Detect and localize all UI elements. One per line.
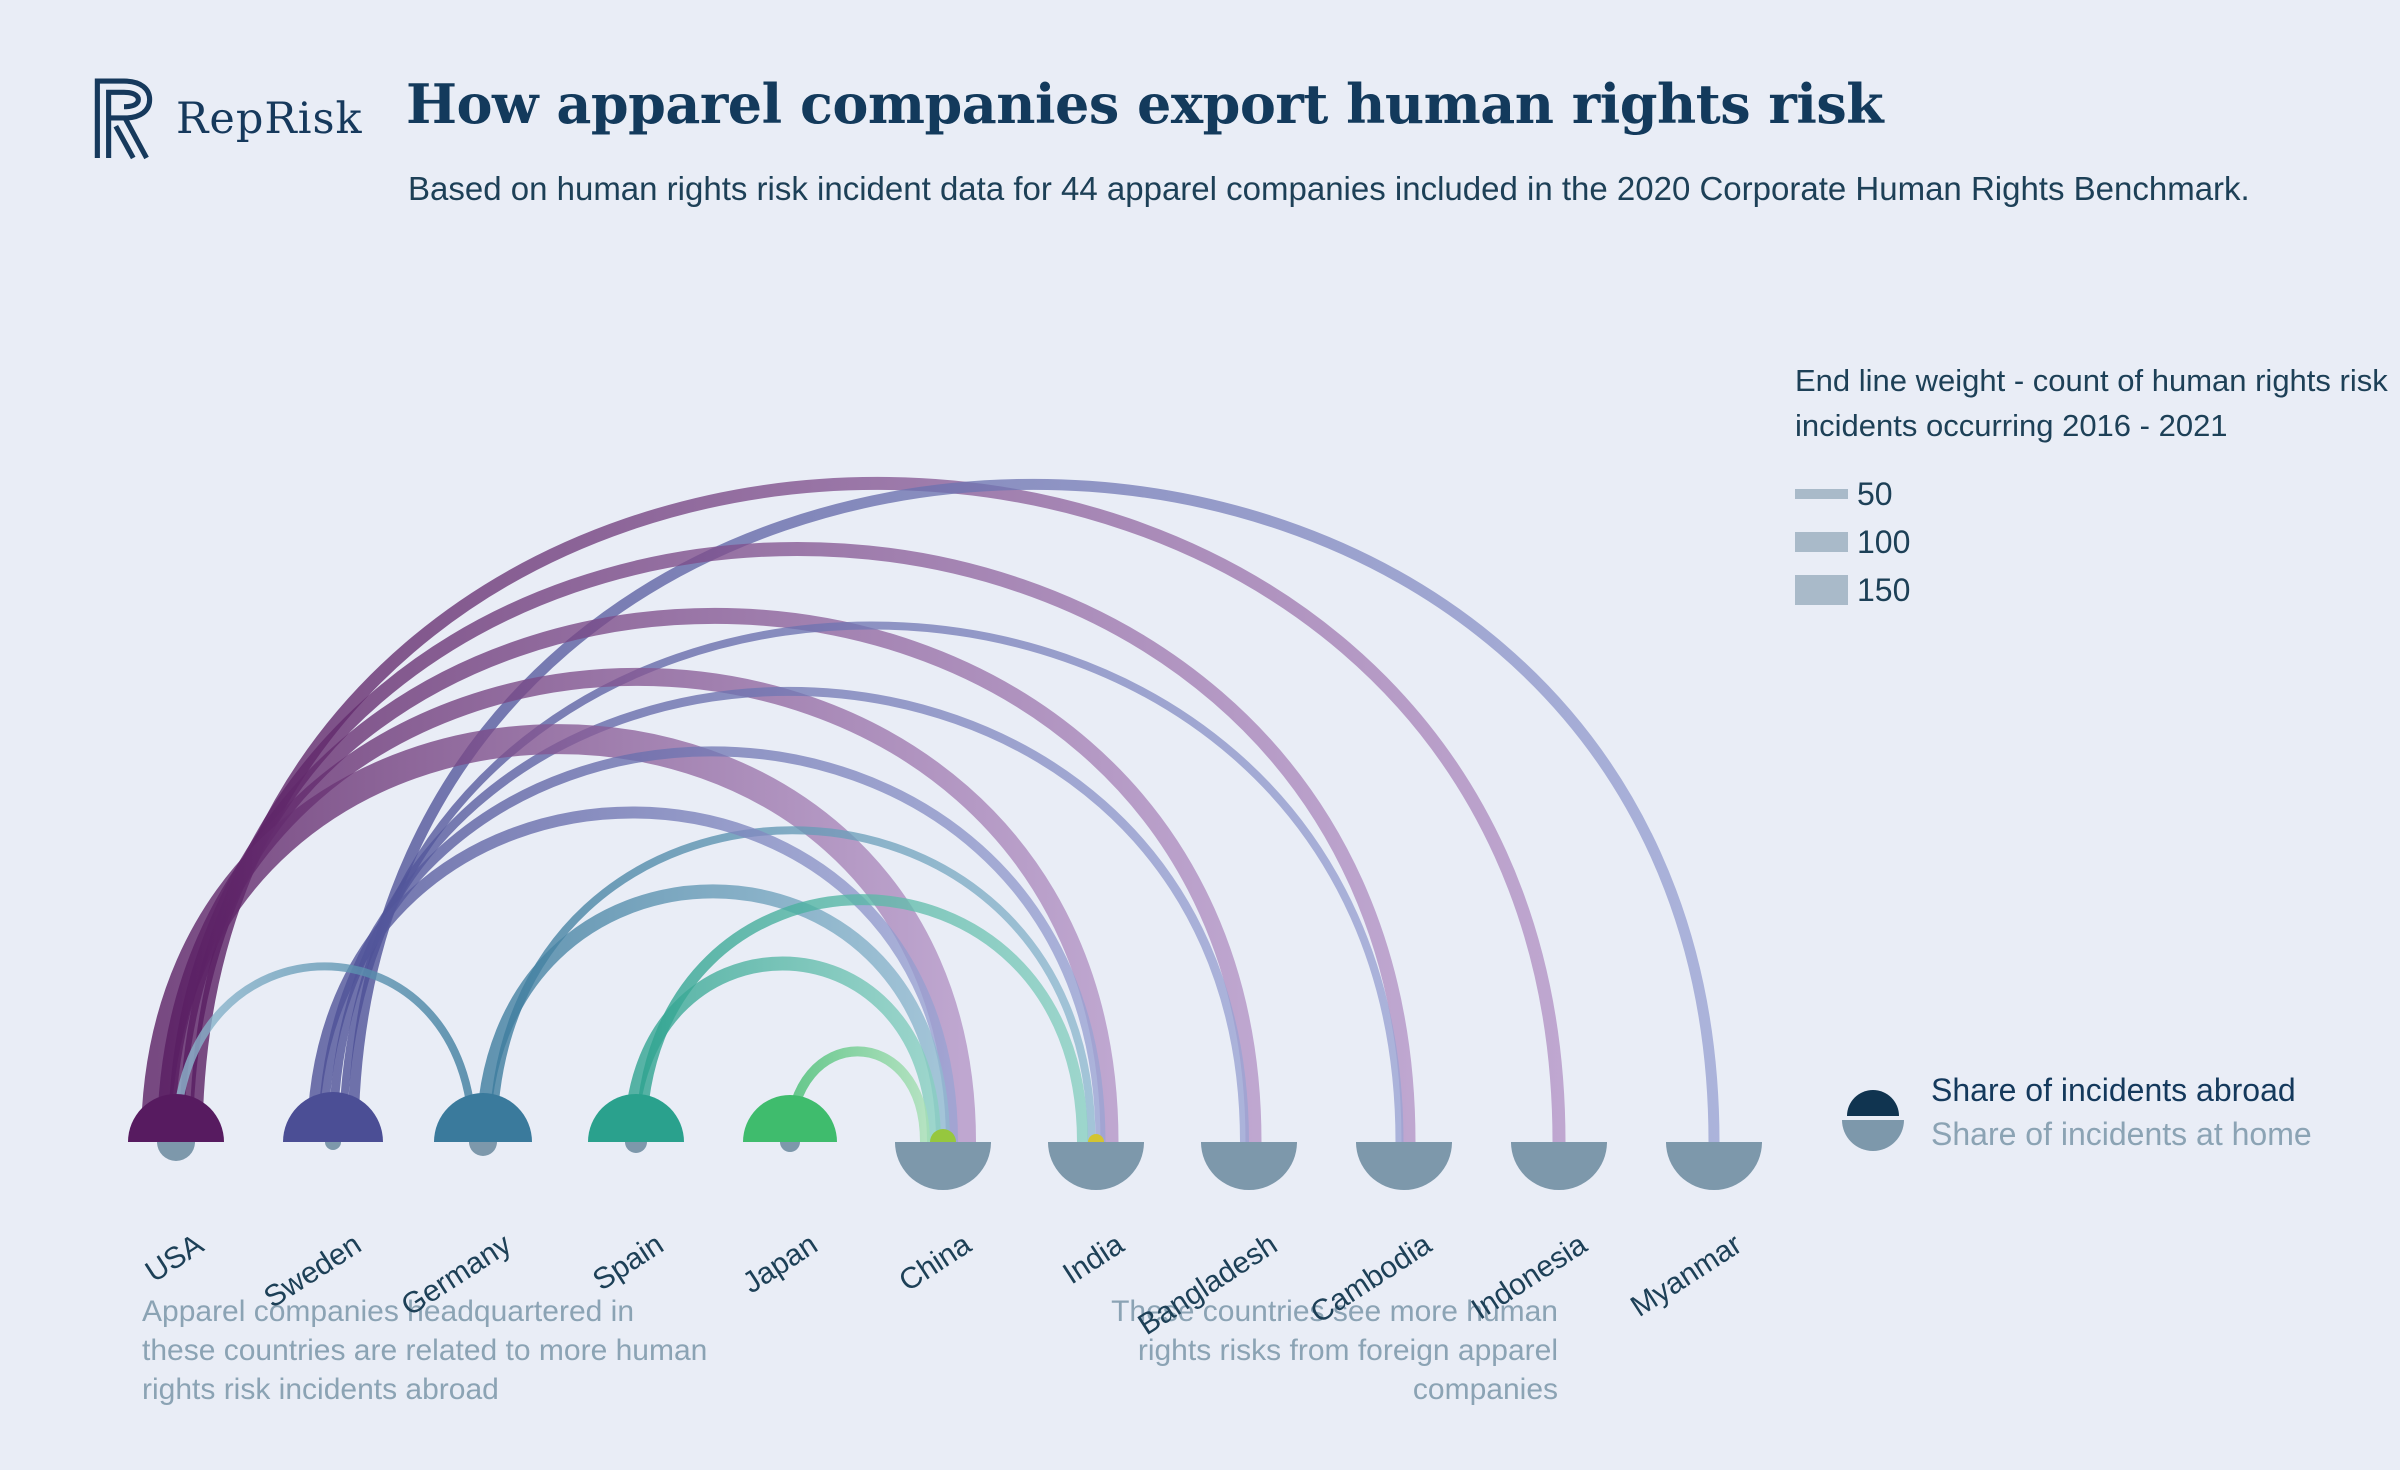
legend-bar-50-label: 50	[1857, 475, 1893, 512]
node-home-Cambodia	[1356, 1142, 1452, 1190]
brand-name: RepRisk	[176, 94, 363, 144]
arc-Spain-to-China	[624, 956, 941, 1143]
node-abroad-USA	[128, 1094, 224, 1142]
arc-Germany-to-USA	[172, 962, 477, 1143]
line-weight-legend-title: End line weight - count of human rights …	[1795, 363, 2388, 443]
legend-bar-150-label: 150	[1857, 571, 1911, 608]
share-home-label: Share of incidents at home	[1931, 1116, 2312, 1152]
arc-Sweden-to-China	[307, 806, 958, 1143]
arc-USA-to-Indonesia	[189, 476, 1566, 1143]
arc-USA-to-China	[141, 724, 976, 1143]
node-home-Germany	[469, 1142, 497, 1156]
line-weight-legend-rows: 50 100 150	[1795, 470, 2395, 614]
arc-Spain-to-India	[635, 894, 1088, 1143]
node-home-Sweden	[325, 1142, 341, 1150]
arc-Sweden-to-Myanmar	[347, 478, 1720, 1143]
legend-bar-50-swatch	[1795, 489, 1848, 499]
node-home-Bangladesh	[1201, 1142, 1297, 1190]
node-home-Indonesia	[1511, 1142, 1607, 1190]
annotation-destination-countries: These countries see more human rights ri…	[1111, 1295, 1558, 1406]
share-legend: Share of incidents abroad Share of incid…	[1833, 1068, 2312, 1162]
reprisk-logo-icon	[94, 78, 153, 160]
node-abroad-India	[1088, 1134, 1104, 1142]
share-icon-home-half	[1842, 1120, 1904, 1151]
node-abroad-Japan	[743, 1095, 837, 1142]
share-abroad-label: Share of incidents abroad	[1931, 1072, 2296, 1108]
node-home-India	[1048, 1142, 1144, 1190]
node-abroad-Sweden	[283, 1092, 383, 1142]
legend-bar-150-swatch	[1795, 575, 1848, 605]
line-weight-legend: End line weight - count of human rights …	[1795, 358, 2395, 614]
legend-row-50: 50	[1795, 470, 2395, 518]
legend-bar-100-swatch	[1795, 532, 1848, 552]
node-home-USA	[157, 1142, 195, 1161]
legend-row-150: 150	[1795, 566, 2395, 614]
node-home-China	[895, 1142, 991, 1190]
node-abroad-Spain	[588, 1094, 684, 1142]
node-home-Japan	[780, 1142, 800, 1152]
annotation-hq-countries: Apparel companies headquartered in these…	[142, 1295, 708, 1406]
node-home-Myanmar	[1666, 1142, 1762, 1190]
legend-row-100: 100	[1795, 518, 2395, 566]
brand-logo: RepRisk	[88, 78, 363, 160]
node-abroad-Germany	[434, 1093, 532, 1142]
share-icon-abroad-half	[1847, 1090, 1899, 1116]
node-abroad-China	[930, 1129, 956, 1142]
page-title: How apparel companies export human right…	[406, 72, 1884, 136]
node-home-Spain	[625, 1142, 647, 1153]
page-subtitle: Based on human rights risk incident data…	[408, 170, 2250, 207]
legend-bar-100-label: 100	[1857, 523, 1911, 560]
arc-USA-to-Cambodia	[179, 542, 1416, 1143]
share-split-circle-icon	[1842, 1090, 1904, 1151]
arc-Germany-to-China	[476, 884, 950, 1143]
